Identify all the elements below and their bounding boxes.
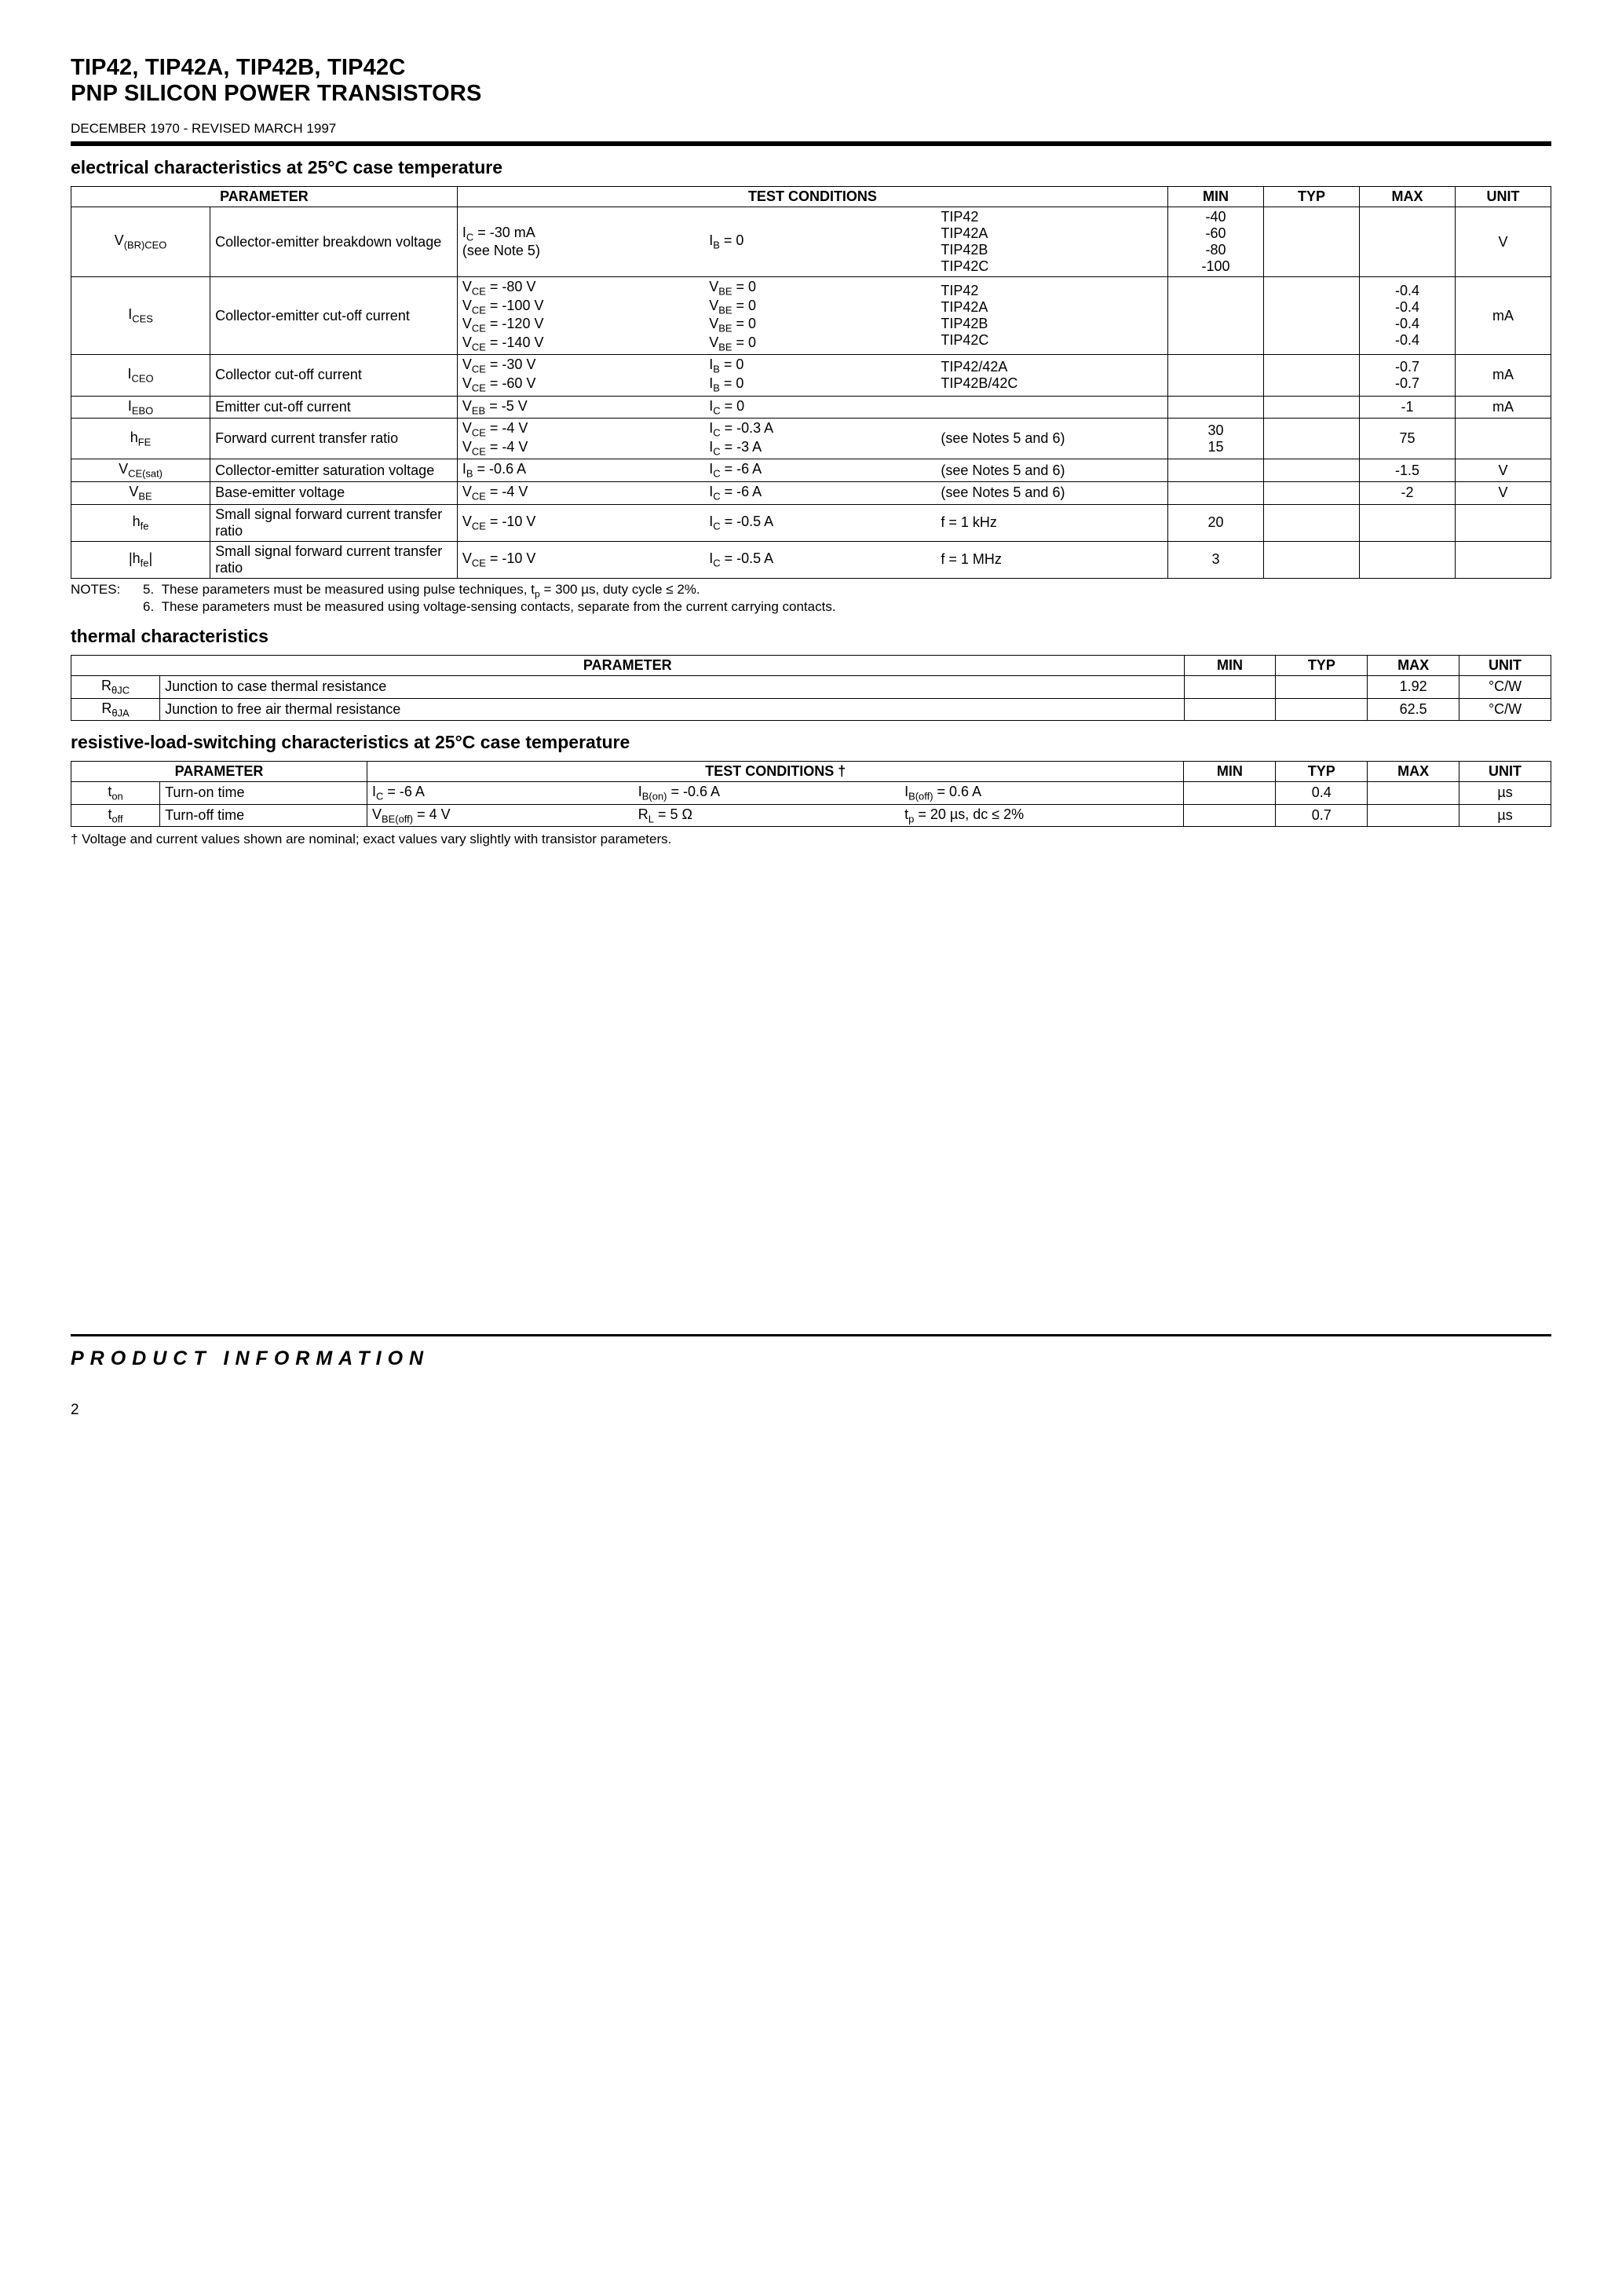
dagger-note: † Voltage and current values shown are n… bbox=[71, 832, 1551, 847]
row-ton: ton Turn-on time IC = -6 A IB(on) = -0.6… bbox=[71, 782, 1551, 805]
unit: V bbox=[1455, 207, 1551, 277]
blank-space bbox=[71, 847, 1551, 1334]
header-rule bbox=[71, 141, 1551, 146]
thermal-heading: thermal characteristics bbox=[71, 626, 1551, 647]
document-header: TIP42, TIP42A, TIP42B, TIP42C PNP SILICO… bbox=[71, 55, 1551, 137]
sym-sub: (BR)CEO bbox=[124, 239, 167, 251]
electrical-heading: electrical characteristics at 25°C case … bbox=[71, 157, 1551, 178]
row-ices: ICES Collector-emitter cut-off current V… bbox=[71, 277, 1551, 355]
row-toff: toff Turn-off time VBE(off) = 4 V RL = 5… bbox=[71, 804, 1551, 827]
title-line-2: PNP SILICON POWER TRANSISTORS bbox=[71, 81, 1551, 107]
col-max: MAX bbox=[1359, 187, 1455, 207]
col-min: MIN bbox=[1168, 187, 1264, 207]
page-number: 2 bbox=[71, 1402, 1551, 1419]
col-typ: TYP bbox=[1264, 187, 1360, 207]
row-rthjc: RθJC Junction to case thermal resistance… bbox=[71, 675, 1551, 698]
row-vbe: VBE Base-emitter voltage VCE = -4 V IC =… bbox=[71, 481, 1551, 504]
row-iceo: ICEO Collector cut-off current VCE = -30… bbox=[71, 355, 1551, 396]
col-parameter: PARAMETER bbox=[71, 187, 458, 207]
col-test-conditions: TEST CONDITIONS bbox=[457, 187, 1167, 207]
row-vbrceo: V(BR)CEO Collector-emitter breakdown vol… bbox=[71, 207, 1551, 277]
electrical-table: PARAMETER TEST CONDITIONS MIN TYP MAX UN… bbox=[71, 186, 1551, 579]
footer-rule bbox=[71, 1334, 1551, 1336]
switching-heading: resistive-load-switching characteristics… bbox=[71, 732, 1551, 753]
revision-date: DECEMBER 1970 - REVISED MARCH 1997 bbox=[71, 121, 1551, 137]
switching-table: PARAMETER TEST CONDITIONS † MIN TYP MAX … bbox=[71, 761, 1551, 827]
param-desc: Collector-emitter breakdown voltage bbox=[210, 207, 458, 277]
row-hfe-1khz: hfe Small signal forward current transfe… bbox=[71, 504, 1551, 541]
row-rthja: RθJA Junction to free air thermal resist… bbox=[71, 698, 1551, 721]
table-header-row: PARAMETER TEST CONDITIONS MIN TYP MAX UN… bbox=[71, 187, 1551, 207]
title-line-1: TIP42, TIP42A, TIP42B, TIP42C bbox=[71, 55, 1551, 81]
col-unit: UNIT bbox=[1455, 187, 1551, 207]
footer-text: PRODUCT INFORMATION bbox=[71, 1347, 1551, 1370]
thermal-table: PARAMETER MIN TYP MAX UNIT RθJC Junction… bbox=[71, 655, 1551, 721]
sym: V bbox=[115, 232, 124, 248]
notes-block: NOTES: 5. These parameters must be measu… bbox=[71, 582, 1551, 615]
row-vcesat: VCE(sat) Collector-emitter saturation vo… bbox=[71, 459, 1551, 482]
row-hfe-1mhz: |hfe| Small signal forward current trans… bbox=[71, 541, 1551, 578]
row-hfe-dc: hFE Forward current transfer ratio VCE =… bbox=[71, 419, 1551, 459]
row-iebo: IEBO Emitter cut-off current VEB = -5 V … bbox=[71, 396, 1551, 419]
